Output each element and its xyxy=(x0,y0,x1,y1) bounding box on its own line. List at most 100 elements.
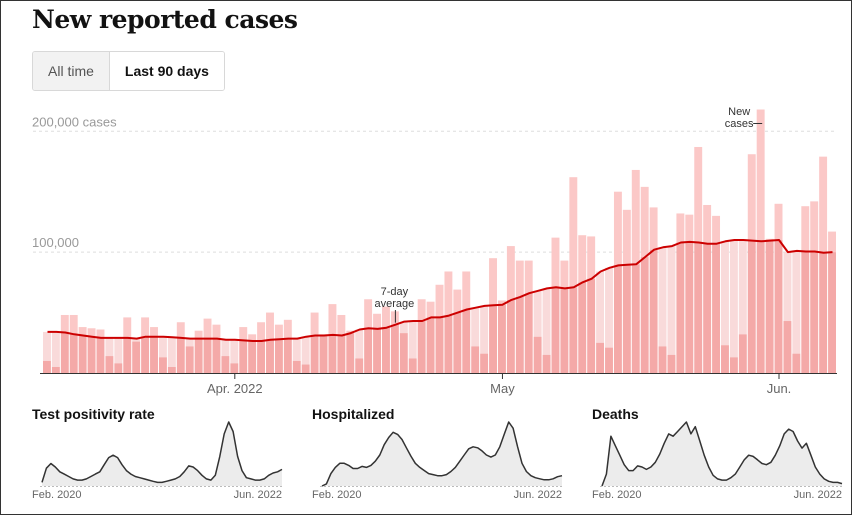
bar xyxy=(640,256,649,373)
bar xyxy=(729,357,738,373)
bar xyxy=(328,304,337,335)
bar xyxy=(587,236,596,279)
hospitalized-chart: Feb. 2020 Jun. 2022 xyxy=(312,421,563,501)
all-time-button[interactable]: All time xyxy=(33,52,110,90)
bar xyxy=(194,338,203,373)
bar xyxy=(87,336,96,373)
x-start-label: Feb. 2020 xyxy=(32,489,82,501)
bar xyxy=(417,299,426,322)
average-area xyxy=(658,247,667,347)
test-positivity-chart: Feb. 2020 Jun. 2022 xyxy=(32,421,283,501)
y-tick-label: 200,000 cases xyxy=(32,114,117,129)
bar xyxy=(141,336,150,373)
bar xyxy=(114,363,123,373)
bar xyxy=(194,330,203,339)
bar xyxy=(694,242,703,373)
bar xyxy=(132,341,141,373)
bar xyxy=(373,328,382,373)
bar xyxy=(141,317,150,337)
bar xyxy=(274,324,283,340)
average-area xyxy=(721,241,729,346)
bar xyxy=(248,340,257,373)
x-tick-label: Jun. xyxy=(767,381,792,396)
x-tick-label: Apr. 2022 xyxy=(207,381,263,396)
bar xyxy=(703,204,712,244)
bar xyxy=(551,237,560,288)
bar xyxy=(712,215,721,244)
bar xyxy=(792,353,801,373)
deaths-chart: Feb. 2020 Jun. 2022 xyxy=(592,421,843,501)
bar xyxy=(212,324,221,339)
last-90-days-button[interactable]: Last 90 days xyxy=(109,52,224,90)
bar xyxy=(569,287,578,373)
bar xyxy=(364,299,373,329)
bar xyxy=(506,299,515,373)
bar xyxy=(426,301,435,318)
average-area xyxy=(132,338,141,342)
average-area xyxy=(301,336,310,365)
average-area xyxy=(221,339,230,357)
cases-annotation-line2: cases xyxy=(725,118,754,130)
bar xyxy=(712,243,721,373)
bar xyxy=(69,334,78,373)
average-area xyxy=(185,338,194,347)
bar xyxy=(819,252,828,373)
bar xyxy=(96,337,105,373)
bar xyxy=(319,335,328,373)
bar xyxy=(176,322,185,338)
bar xyxy=(60,314,69,333)
new-cases-chart: 200,000 cases 100,000 Apr. 2022 May Jun. 7-da… xyxy=(32,106,837,396)
average-area xyxy=(292,338,301,361)
bar xyxy=(524,260,533,294)
bar xyxy=(471,346,480,373)
average-area xyxy=(783,252,792,322)
bar xyxy=(774,203,783,241)
bar xyxy=(551,287,560,373)
bar xyxy=(69,314,78,335)
bar xyxy=(310,312,319,336)
bar xyxy=(480,353,489,373)
average-area xyxy=(605,267,613,348)
bar xyxy=(310,335,319,373)
bar xyxy=(631,264,640,373)
bar xyxy=(435,284,444,318)
deaths-title: Deaths xyxy=(592,406,639,422)
bar xyxy=(578,235,587,283)
bar xyxy=(239,327,248,341)
bar xyxy=(167,366,176,373)
bar xyxy=(257,322,266,341)
average-area xyxy=(738,240,747,335)
x-start-label: Feb. 2020 xyxy=(312,489,362,501)
bar xyxy=(382,306,390,328)
y-tick-label: 100,000 xyxy=(32,235,79,250)
bar xyxy=(622,264,631,373)
bar xyxy=(150,336,158,373)
bar xyxy=(605,347,613,373)
average-area xyxy=(51,331,60,367)
average-area xyxy=(43,331,51,361)
bar xyxy=(203,318,212,339)
bar xyxy=(622,209,631,265)
bar xyxy=(801,251,810,373)
bar xyxy=(426,317,435,373)
trend-line xyxy=(321,421,563,487)
bar xyxy=(203,338,212,373)
bar xyxy=(694,146,703,243)
bar xyxy=(444,315,453,373)
bar xyxy=(123,317,132,338)
bar xyxy=(266,312,274,340)
average-area xyxy=(729,240,738,358)
bar xyxy=(230,363,239,373)
bar xyxy=(756,241,765,373)
bar xyxy=(774,240,783,373)
bar xyxy=(43,360,51,373)
bar xyxy=(462,271,471,310)
bar xyxy=(185,346,194,373)
bar xyxy=(123,337,132,373)
average-annotation-line2: average xyxy=(375,298,415,310)
bar xyxy=(301,364,310,373)
bar xyxy=(676,242,685,373)
bar xyxy=(685,214,694,242)
bar xyxy=(667,354,676,373)
bar xyxy=(176,337,185,373)
